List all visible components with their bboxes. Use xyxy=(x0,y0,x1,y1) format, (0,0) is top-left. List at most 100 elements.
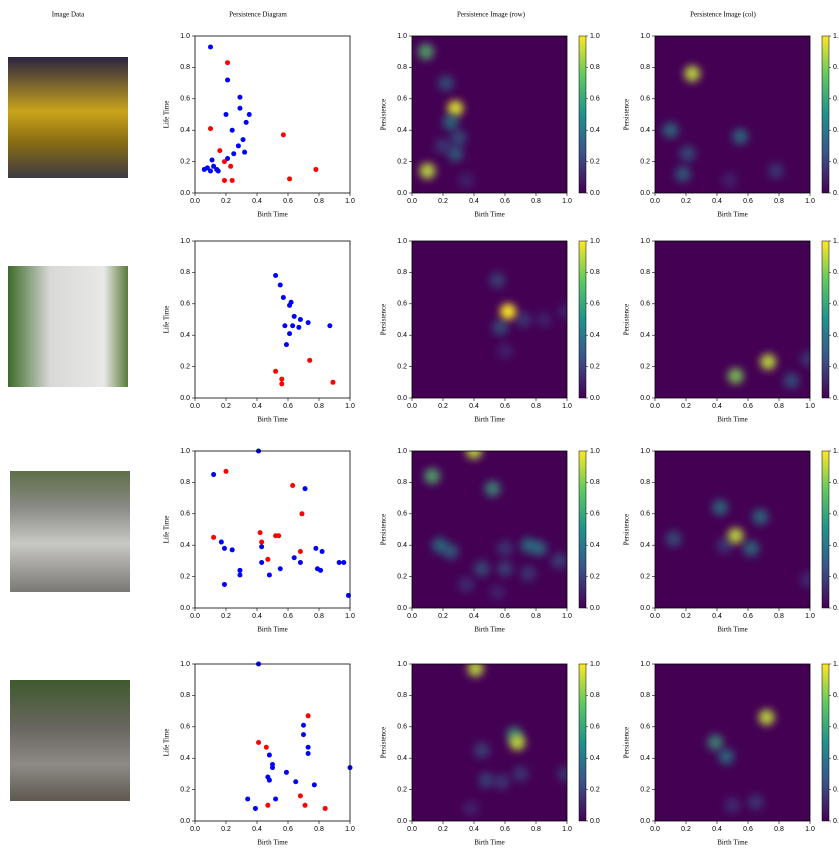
point xyxy=(277,282,283,288)
point xyxy=(221,177,227,183)
x-tick-label: 0.6 xyxy=(283,403,293,410)
colorbar-tick-label: 0.0 xyxy=(833,190,839,197)
x-tick-label: 0.6 xyxy=(500,403,510,410)
colorbar-tick-label: 0.4 xyxy=(590,127,600,134)
point xyxy=(208,126,213,132)
point xyxy=(256,740,262,745)
x-tick-label: 0.2 xyxy=(438,826,448,833)
x-tick-label: 0.0 xyxy=(407,403,417,410)
blob xyxy=(800,350,810,367)
colorbar-tick-label: 0.6 xyxy=(833,96,839,103)
y-tick-label: 0.4 xyxy=(397,755,407,762)
axes-frame xyxy=(654,663,811,822)
x-tick-label: 0.6 xyxy=(500,826,510,833)
point xyxy=(265,802,271,808)
x-tick-label: 0.8 xyxy=(531,198,541,205)
x-axis-label: Birth Time xyxy=(474,416,505,424)
blob xyxy=(489,272,506,289)
point xyxy=(223,468,229,474)
x-axis-label: Birth Time xyxy=(257,211,288,219)
blob xyxy=(450,130,467,147)
colorbar-tick-label: 0.2 xyxy=(833,158,839,165)
point xyxy=(336,559,342,565)
colorbar-tick-label: 0.2 xyxy=(590,158,600,165)
column-title: Persistence Image (row) xyxy=(457,11,526,19)
point xyxy=(211,472,217,478)
point xyxy=(318,567,324,573)
x-axis-label: Birth Time xyxy=(474,626,505,634)
x-axis-label: Birth Time xyxy=(257,839,288,847)
persistence-image: 0.0 0.2 0.4 0.6 0.8 1.0 0.0 0.2 0.4 0.6 0.8 1.0 0.0 0… xyxy=(380,238,600,424)
point xyxy=(311,782,317,788)
blob xyxy=(424,468,441,485)
y-tick-label: 0.6 xyxy=(640,96,650,103)
x-tick-label: 0.6 xyxy=(500,198,510,205)
x-axis-label: Birth Time xyxy=(717,211,748,219)
persistence-diagram: 0.0 0.2 0.4 0.6 0.8 1.0 0.0 0.2 0.4 0.6 0.8 1.0 Birt… xyxy=(163,33,355,219)
point xyxy=(201,166,207,172)
colorbar-tick-label: 1.0 xyxy=(833,33,839,40)
point xyxy=(341,559,347,565)
colorbar-tick-label: 0.6 xyxy=(590,511,600,518)
persistence-image: 0.0 0.2 0.4 0.6 0.8 1.0 0.0 0.2 0.4 0.6 0.8 1.0 0.0 0… xyxy=(380,661,600,847)
colorbar-tick-label: 0.0 xyxy=(590,818,600,825)
colorbar-tick-label: 0.2 xyxy=(590,786,600,793)
blob xyxy=(721,172,738,189)
y-tick-label: 0.0 xyxy=(180,190,190,197)
persistence-image: 0.0 0.2 0.4 0.6 0.8 1.0 0.0 0.2 0.4 0.6 0.8 1.0 0.0 0… xyxy=(623,238,839,424)
y-tick-label: 0.8 xyxy=(640,692,650,699)
x-tick-label: 0.8 xyxy=(531,826,541,833)
point xyxy=(297,548,303,554)
axes-frame xyxy=(194,663,351,822)
axes-frame xyxy=(654,450,811,609)
x-tick-label: 0.8 xyxy=(774,826,784,833)
axes-frame xyxy=(411,240,568,399)
axes-frame xyxy=(194,450,351,609)
y-axis-label: Persistence xyxy=(380,727,388,759)
colorbar-tick-label: 0.6 xyxy=(590,301,600,308)
point xyxy=(229,127,235,133)
y-tick-label: 0.8 xyxy=(640,269,650,276)
blob xyxy=(478,772,495,789)
y-tick-label: 0.8 xyxy=(640,64,650,71)
x-tick-label: 0.8 xyxy=(774,613,784,620)
colorbar-tick-label: 0.2 xyxy=(833,573,839,580)
x-tick-label: 1.0 xyxy=(345,613,355,620)
blob xyxy=(557,303,567,320)
plot-area xyxy=(195,241,350,398)
y-tick-label: 0.4 xyxy=(640,127,650,134)
axes-frame xyxy=(194,35,351,194)
point xyxy=(327,323,333,329)
x-tick-label: 0.2 xyxy=(681,826,691,833)
persistence-diagram: 0.0 0.2 0.4 0.6 0.8 1.0 0.0 0.2 0.4 0.6 0.8 1.0 Birt… xyxy=(163,238,355,424)
x-axis-label: Birth Time xyxy=(257,416,288,424)
colorbar-tick-label: 0.4 xyxy=(833,127,839,134)
y-tick-label: 0.6 xyxy=(397,301,407,308)
colorbar-tick-label: 0.8 xyxy=(590,692,600,699)
point xyxy=(208,44,213,50)
blob xyxy=(716,537,733,554)
y-tick-label: 0.8 xyxy=(180,269,190,276)
y-tick-label: 0.0 xyxy=(397,605,407,612)
point xyxy=(282,323,288,329)
point xyxy=(221,581,227,587)
blob xyxy=(752,508,769,525)
x-tick-label: 0.4 xyxy=(469,198,479,205)
point xyxy=(270,765,275,771)
point xyxy=(301,732,306,738)
persistence-image: 0.0 0.2 0.4 0.6 0.8 1.0 0.0 0.2 0.4 0.6 0.8 1.0 0.0 0… xyxy=(623,661,839,847)
x-tick-label: 0.8 xyxy=(774,198,784,205)
colorbar-tick-label: 0.2 xyxy=(590,573,600,580)
colorbar-tick-label: 0.0 xyxy=(833,395,839,402)
point xyxy=(297,317,303,322)
y-tick-label: 0.6 xyxy=(397,511,407,518)
x-tick-label: 0.0 xyxy=(190,403,200,410)
y-axis-label: Life Time xyxy=(163,101,171,129)
y-tick-label: 0.0 xyxy=(640,395,650,402)
blobs xyxy=(707,709,775,814)
point xyxy=(301,722,306,728)
blob xyxy=(743,540,760,557)
blob xyxy=(662,122,679,139)
blob xyxy=(492,319,509,336)
point xyxy=(283,769,289,775)
